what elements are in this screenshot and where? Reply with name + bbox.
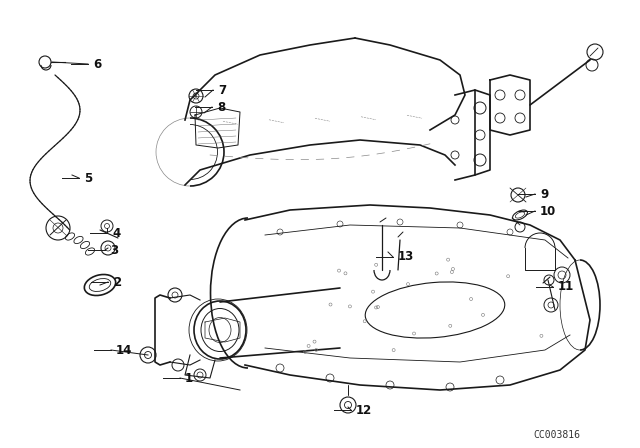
Text: 11: 11 — [558, 280, 574, 293]
Text: CC003816: CC003816 — [533, 430, 580, 440]
Text: 10: 10 — [540, 204, 556, 217]
Text: 1: 1 — [185, 371, 193, 384]
Text: 4: 4 — [112, 227, 120, 240]
Text: 9: 9 — [540, 188, 548, 201]
Text: 8: 8 — [217, 100, 225, 113]
Text: 14: 14 — [116, 344, 132, 357]
Text: 5: 5 — [84, 172, 92, 185]
Text: 7: 7 — [218, 83, 226, 96]
Text: 12: 12 — [356, 404, 372, 417]
Text: 3: 3 — [110, 244, 118, 257]
Text: 13: 13 — [398, 250, 414, 263]
Text: 6: 6 — [93, 57, 101, 70]
Text: 2: 2 — [113, 276, 121, 289]
